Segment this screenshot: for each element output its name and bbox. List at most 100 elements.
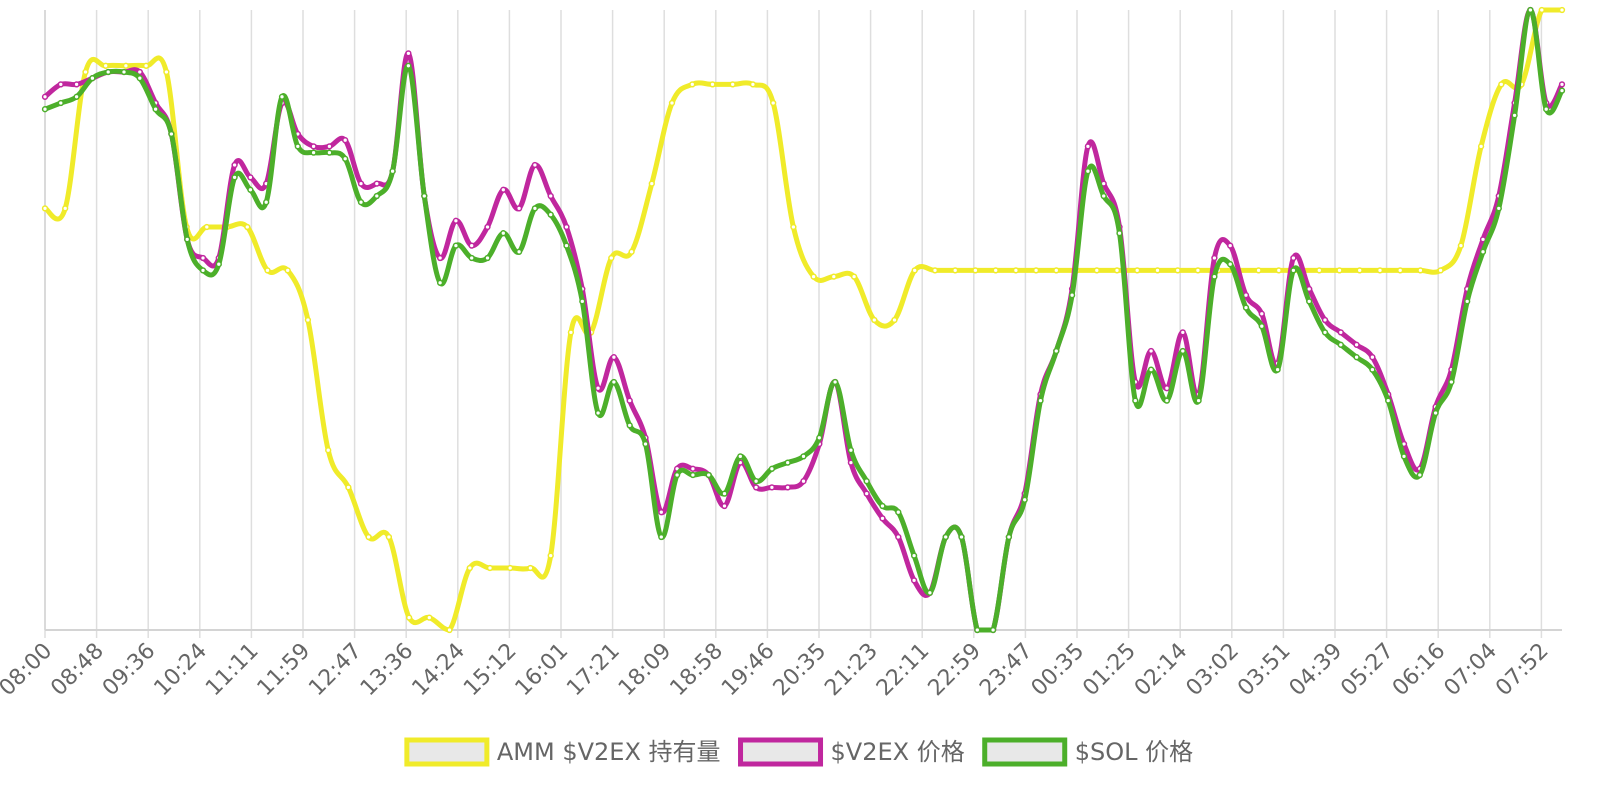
- data-point: [1527, 6, 1534, 14]
- x-tick-label: 03:02: [1182, 639, 1245, 702]
- data-point: [729, 81, 736, 88]
- x-tick-label: 12:47: [304, 639, 367, 702]
- data-point: [1353, 354, 1360, 361]
- data-point: [421, 192, 428, 200]
- x-tick-label: 23:47: [975, 639, 1038, 702]
- data-point: [278, 93, 286, 100]
- data-point: [527, 564, 534, 572]
- data-point: [610, 354, 618, 361]
- data-point: [326, 143, 333, 150]
- legend-item[interactable]: $SOL 价格: [982, 737, 1193, 767]
- data-point: [468, 254, 475, 262]
- data-point: [373, 192, 380, 200]
- data-point: [1179, 329, 1186, 336]
- data-point: [784, 484, 791, 491]
- data-point: [942, 533, 949, 541]
- legend-swatch: [982, 737, 1068, 767]
- data-point: [1032, 267, 1040, 274]
- data-point: [642, 440, 649, 448]
- legend-label: AMM $V2EX 持有量: [497, 738, 721, 766]
- data-point: [436, 254, 444, 262]
- data-point: [284, 267, 291, 274]
- x-tick-label: 17:21: [562, 639, 625, 702]
- data-point: [931, 267, 939, 274]
- data-point: [1316, 267, 1323, 274]
- data-point: [345, 484, 352, 491]
- data-point: [770, 99, 777, 107]
- data-point: [73, 81, 80, 88]
- data-point: [610, 378, 618, 386]
- data-point: [73, 93, 80, 100]
- data-point: [163, 68, 170, 76]
- data-point: [89, 75, 96, 82]
- data-point: [1274, 366, 1281, 373]
- data-point: [895, 533, 902, 541]
- data-point: [405, 614, 413, 621]
- x-tick-label: 03:51: [1233, 639, 1296, 702]
- data-point: [910, 552, 918, 559]
- data-point: [466, 564, 473, 572]
- data-point: [405, 50, 412, 57]
- data-point: [1194, 267, 1202, 274]
- data-point: [830, 273, 837, 280]
- x-tick-label: 04:39: [1285, 639, 1348, 702]
- data-point: [972, 267, 979, 274]
- data-point: [721, 490, 728, 497]
- x-tick-label: 13:36: [356, 639, 419, 702]
- data-point: [1113, 267, 1121, 274]
- x-tick-label: 20:35: [769, 639, 832, 702]
- data-point: [468, 242, 475, 249]
- data-point: [689, 465, 697, 472]
- data-point: [705, 471, 712, 479]
- data-point: [594, 385, 602, 392]
- data-point: [926, 589, 934, 596]
- data-point: [446, 626, 453, 634]
- data-point: [184, 236, 191, 243]
- data-point: [800, 478, 807, 485]
- data-point: [658, 509, 665, 516]
- data-point: [1163, 397, 1171, 404]
- data-point: [1376, 267, 1384, 274]
- data-point: [1290, 254, 1297, 262]
- x-tick-label: 10:24: [150, 639, 213, 702]
- data-point: [1227, 261, 1234, 268]
- data-point: [484, 223, 491, 231]
- data-point: [628, 248, 635, 255]
- data-point: [57, 99, 64, 107]
- data-point: [1005, 533, 1013, 541]
- data-point: [1012, 267, 1020, 274]
- x-tick-label: 11:59: [253, 639, 316, 702]
- data-point: [749, 81, 757, 88]
- data-point: [1053, 347, 1060, 355]
- data-point: [784, 459, 791, 466]
- x-tick-label: 05:27: [1336, 639, 1399, 702]
- data-point: [1558, 87, 1566, 94]
- data-point: [325, 447, 332, 454]
- data-point: [989, 626, 997, 634]
- data-point: [1179, 347, 1186, 355]
- data-point: [310, 143, 317, 150]
- data-point: [168, 130, 175, 138]
- data-point: [673, 471, 681, 479]
- data-point: [958, 533, 965, 541]
- data-point: [626, 397, 633, 404]
- data-point: [1464, 298, 1471, 305]
- data-point: [1397, 267, 1404, 274]
- legend-label: $V2EX 价格: [831, 738, 965, 766]
- data-point: [1255, 267, 1262, 274]
- x-tick-label: 22:11: [872, 639, 935, 702]
- x-tick-label: 08:00: [0, 639, 57, 702]
- legend-item[interactable]: AMM $V2EX 持有量: [404, 737, 721, 767]
- data-point: [1416, 471, 1423, 479]
- data-point: [500, 230, 507, 237]
- data-point: [1337, 329, 1344, 336]
- legend-item[interactable]: $V2EX 价格: [738, 737, 965, 767]
- data-point: [952, 267, 959, 274]
- data-point: [579, 298, 586, 305]
- data-point: [563, 223, 570, 231]
- data-point: [910, 577, 918, 584]
- data-point: [484, 254, 491, 262]
- data-point: [1477, 143, 1485, 150]
- data-point: [215, 261, 222, 268]
- data-point: [1336, 267, 1343, 274]
